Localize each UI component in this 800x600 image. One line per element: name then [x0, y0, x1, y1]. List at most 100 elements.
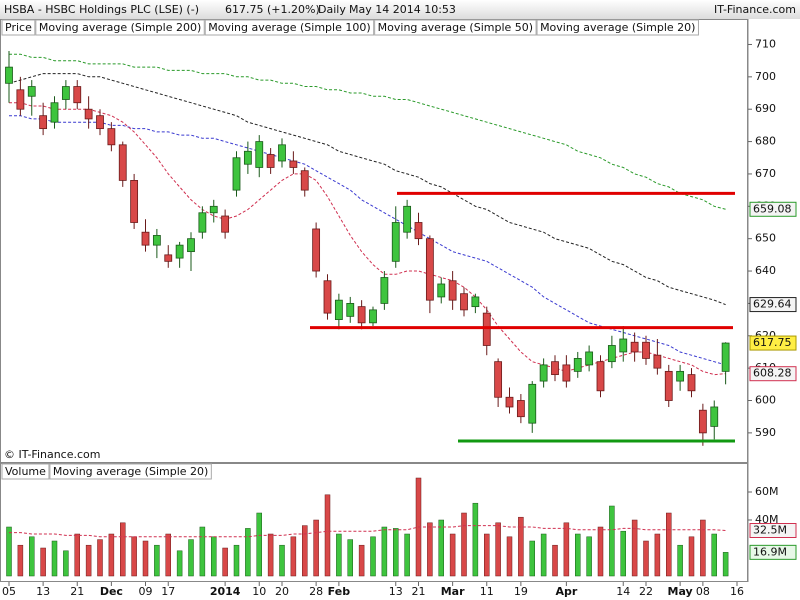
y-tick-label: 670: [755, 167, 776, 180]
timestamp: May 14 2014 10:53: [349, 3, 456, 16]
end-label-box: [749, 544, 797, 560]
volume-bar: [643, 540, 649, 577]
x-tick-label: 2014: [210, 585, 241, 598]
candle-body: [152, 235, 161, 246]
volume-bar: [540, 533, 547, 577]
volume-bar: [120, 522, 126, 577]
y-tick-label: 600: [755, 394, 776, 407]
volume-bar: [700, 519, 706, 577]
candle-body: [312, 228, 321, 272]
candle-body: [323, 280, 332, 314]
volume-bar: [324, 494, 331, 577]
candle-body: [175, 244, 184, 259]
volume-bar: [381, 526, 388, 577]
candle-body: [471, 296, 480, 308]
volume-bar: [165, 533, 171, 577]
volume-bar: [40, 547, 46, 577]
legend-box: [49, 463, 212, 480]
x-tick-label: 16: [730, 585, 744, 598]
volume-bar: [313, 519, 319, 577]
candle-body: [630, 341, 639, 353]
candle-body: [664, 370, 673, 401]
volume-bar: [609, 505, 615, 577]
candle-body: [414, 222, 423, 240]
volume-bar: [302, 525, 308, 577]
candle-body: [482, 312, 491, 346]
x-tick-label: Apr: [555, 585, 577, 598]
x-tick-label: 22: [639, 585, 653, 598]
candle-body: [96, 115, 104, 130]
x-tick-label: 11: [480, 585, 494, 598]
volume-bar: [631, 519, 638, 577]
x-tick-label: 20: [275, 585, 289, 598]
volume-bar: [6, 526, 12, 577]
candle-body: [39, 115, 48, 130]
end-label: 629.64: [753, 298, 792, 311]
volume-bar: [347, 539, 353, 577]
candle-body: [687, 374, 696, 392]
candle-body: [437, 283, 446, 298]
volume-bar: [336, 533, 342, 577]
candle-body: [380, 277, 389, 304]
legend-box: [1, 463, 50, 480]
candle-body: [278, 144, 286, 162]
candle-body: [619, 338, 628, 353]
legend-entry: Moving average (Simple 200): [39, 21, 201, 34]
plot-layer: 5906006106206306406506606706806907007106…: [1, 19, 797, 598]
candle-body: [5, 66, 13, 84]
candle-body: [562, 364, 571, 382]
volume-bar: [552, 544, 558, 577]
candle-body: [107, 128, 116, 146]
volume-bar: [245, 528, 251, 577]
y-tick-label: 640: [755, 264, 776, 277]
site: IT-Finance.com: [714, 3, 796, 16]
volume-bar: [188, 539, 194, 577]
volume-bar: [131, 536, 137, 577]
volume-bar: [154, 544, 160, 577]
volume-bar: [666, 512, 672, 577]
volume-bar: [484, 533, 490, 577]
volume-bar: [51, 540, 58, 577]
candle-body: [551, 361, 559, 376]
volume-bar: [472, 502, 479, 577]
legend-entry: Price: [5, 21, 32, 34]
volume-bar: [620, 530, 626, 577]
volume-bar: [85, 544, 92, 577]
legend-box: [374, 19, 537, 36]
candle-body: [266, 154, 275, 168]
candle-body: [141, 231, 150, 246]
x-tick-label: 14: [616, 585, 630, 598]
volume-bar: [404, 533, 410, 577]
candle-body: [27, 86, 36, 97]
volume-bar: [518, 516, 524, 577]
moving-average: [9, 53, 726, 210]
candle-body: [357, 306, 366, 324]
watermark: © IT-Finance.com: [4, 448, 101, 461]
volume-bar: [575, 533, 581, 577]
x-tick-label: 08: [696, 585, 710, 598]
candle-body: [130, 180, 139, 223]
candle-body: [61, 86, 70, 100]
candle-body: [494, 361, 503, 398]
volume-bar: [97, 539, 103, 577]
x-tick-label: 19: [514, 585, 528, 598]
end-label-box: [749, 366, 797, 382]
y-tick-label: 700: [755, 70, 776, 83]
legend-box: [35, 19, 205, 36]
legend-entry: Moving average (Simple 50): [378, 21, 533, 34]
header-bar: [0, 0, 800, 19]
volume-bar: [722, 552, 729, 577]
volume-bar: [279, 544, 285, 577]
volume-bar: [211, 536, 217, 577]
x-tick-label: 21: [70, 585, 84, 598]
end-label: 659.08: [753, 202, 792, 215]
x-tick-label: Feb: [328, 585, 351, 598]
candle-body: [448, 280, 457, 301]
candle-body: [209, 205, 218, 214]
volume-bar: [711, 533, 717, 577]
candle-body: [84, 108, 93, 120]
x-tick-label: May: [668, 585, 693, 598]
candle-body: [369, 309, 377, 324]
volume-bar: [199, 526, 206, 577]
